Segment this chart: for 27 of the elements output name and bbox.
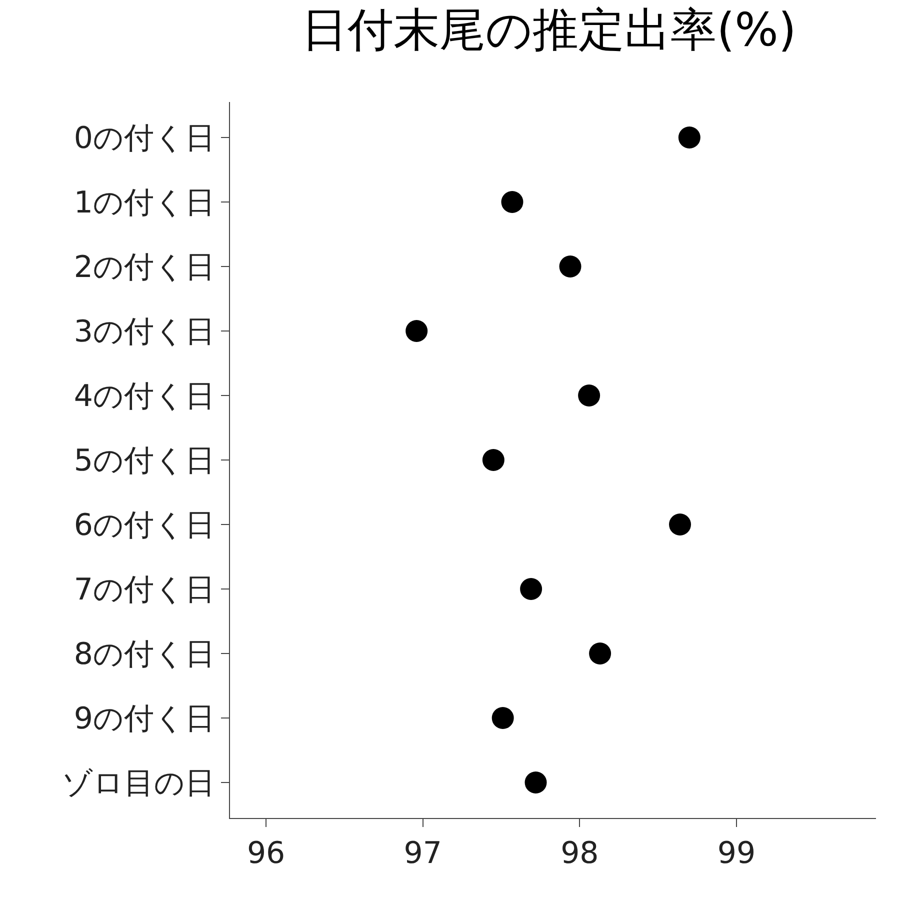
y-tick-label: 0の付く日	[74, 120, 215, 156]
y-tick-label: 9の付く日	[74, 702, 215, 737]
x-tick-label: 98	[560, 836, 599, 871]
y-tick-label: 4の付く日	[74, 379, 215, 414]
y-tick-label: 1の付く日	[74, 185, 215, 220]
point	[524, 772, 547, 794]
chart-title: 日付末尾の推定出率(%)	[302, 2, 796, 57]
y-tick-label: 5の付く日	[74, 444, 215, 478]
y-tick-label: 6の付く日	[74, 508, 215, 543]
point	[482, 449, 504, 471]
y-tick-label: 2の付く日	[74, 250, 215, 285]
point	[578, 384, 600, 406]
point	[669, 514, 691, 536]
y-tick-label: 3の付く日	[74, 314, 215, 350]
y-tick-label: 7の付く日	[74, 572, 215, 608]
x-tick-label: 99	[717, 836, 756, 871]
point	[589, 642, 612, 664]
point	[406, 320, 428, 342]
point	[492, 707, 514, 730]
y-tick-label: ゾロ目の日	[62, 766, 215, 802]
point	[678, 126, 700, 148]
x-tick-label: 96	[246, 836, 286, 871]
point	[501, 190, 524, 213]
point	[520, 578, 542, 600]
x-tick-label: 97	[404, 836, 442, 871]
point	[559, 255, 582, 278]
y-tick-label: 8の付く日	[74, 637, 215, 672]
